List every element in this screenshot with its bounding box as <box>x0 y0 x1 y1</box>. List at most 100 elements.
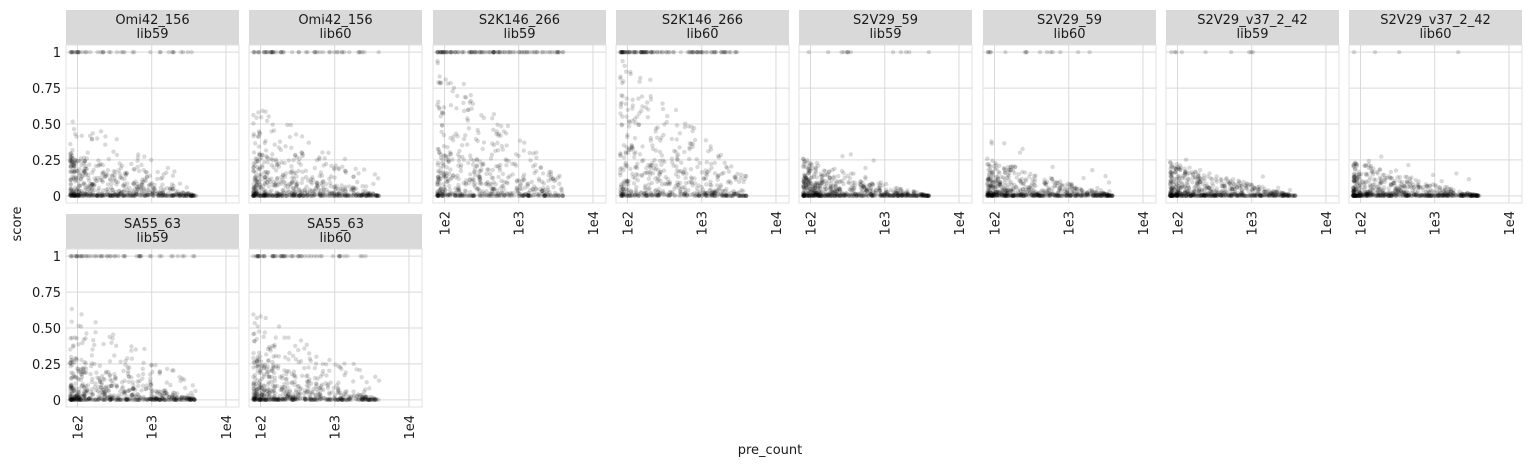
data-point <box>741 188 746 194</box>
data-point <box>871 158 876 163</box>
data-point <box>502 192 507 198</box>
data-point <box>832 193 838 198</box>
data-point <box>459 193 465 198</box>
y-tick-label: 0.75 <box>32 82 61 97</box>
data-point <box>181 193 186 198</box>
data-point <box>531 193 536 198</box>
data-point <box>314 158 320 163</box>
data-point <box>1168 173 1173 179</box>
data-point <box>307 187 312 192</box>
data-point <box>540 171 546 176</box>
data-point <box>376 193 381 198</box>
data-point <box>98 129 104 134</box>
data-point <box>702 190 707 196</box>
data-point <box>69 187 74 192</box>
data-point <box>1087 50 1092 55</box>
data-point <box>442 153 448 158</box>
data-point <box>297 187 302 192</box>
data-point <box>1037 50 1043 55</box>
data-point <box>264 50 269 55</box>
data-point <box>323 161 329 167</box>
data-point <box>1273 189 1278 194</box>
data-point <box>320 193 325 198</box>
data-point <box>98 175 103 180</box>
data-point <box>315 183 320 189</box>
data-point <box>362 167 367 172</box>
data-point <box>270 158 275 163</box>
data-point <box>252 184 257 190</box>
data-point <box>297 193 302 198</box>
data-point <box>819 180 825 185</box>
data-point <box>97 193 103 198</box>
data-point <box>271 128 277 133</box>
data-point <box>71 50 77 55</box>
data-point <box>121 188 127 193</box>
data-point <box>170 50 175 55</box>
data-point <box>123 184 128 190</box>
data-point <box>125 190 130 195</box>
data-point <box>75 193 81 198</box>
data-point <box>531 50 536 55</box>
data-point <box>75 175 81 180</box>
data-point <box>1249 183 1255 188</box>
data-point <box>1201 173 1207 178</box>
data-point <box>118 165 124 171</box>
data-point <box>80 191 86 196</box>
data-point <box>90 186 95 191</box>
data-point <box>846 179 851 185</box>
data-point <box>716 155 722 160</box>
data-point <box>1174 192 1180 198</box>
data-point <box>1075 190 1080 196</box>
data-point <box>1228 178 1233 183</box>
data-point <box>122 50 127 55</box>
data-point <box>291 192 297 197</box>
data-point <box>78 183 83 189</box>
data-point <box>1084 190 1090 195</box>
data-point <box>88 192 93 198</box>
data-point <box>1198 167 1203 173</box>
data-point <box>1026 174 1032 180</box>
data-point <box>140 192 145 198</box>
data-point <box>624 182 630 187</box>
data-point <box>74 134 79 139</box>
data-point <box>183 193 188 198</box>
data-point <box>72 161 77 166</box>
data-point <box>733 50 738 55</box>
data-point <box>99 193 104 198</box>
data-point <box>528 158 533 163</box>
data-point <box>1027 185 1033 190</box>
data-point <box>83 172 88 178</box>
data-point <box>462 50 467 55</box>
data-point <box>459 143 465 148</box>
data-point <box>173 188 178 193</box>
data-point <box>808 160 813 166</box>
data-point <box>124 170 129 176</box>
data-point <box>260 152 265 158</box>
data-point <box>99 193 104 198</box>
data-point <box>343 170 349 175</box>
data-point <box>68 177 74 183</box>
x-axis-title: pre_count <box>738 443 803 458</box>
data-point <box>320 179 326 184</box>
x-tick-label: 1e2 <box>439 211 454 236</box>
data-point <box>360 191 366 196</box>
data-point <box>274 193 279 198</box>
data-point <box>251 182 256 187</box>
data-point <box>154 191 160 197</box>
data-point <box>269 50 275 55</box>
data-point <box>170 193 175 198</box>
data-point <box>1227 193 1233 198</box>
data-point <box>178 193 183 198</box>
data-point <box>161 189 166 194</box>
data-point <box>331 184 337 190</box>
data-point <box>184 185 189 190</box>
data-point <box>68 163 73 169</box>
data-point <box>262 50 267 55</box>
data-point <box>68 193 73 198</box>
data-point <box>618 74 623 79</box>
facet-strip-antibody: S2K146_266 <box>479 13 560 28</box>
data-point <box>251 161 256 166</box>
data-point <box>281 179 286 184</box>
